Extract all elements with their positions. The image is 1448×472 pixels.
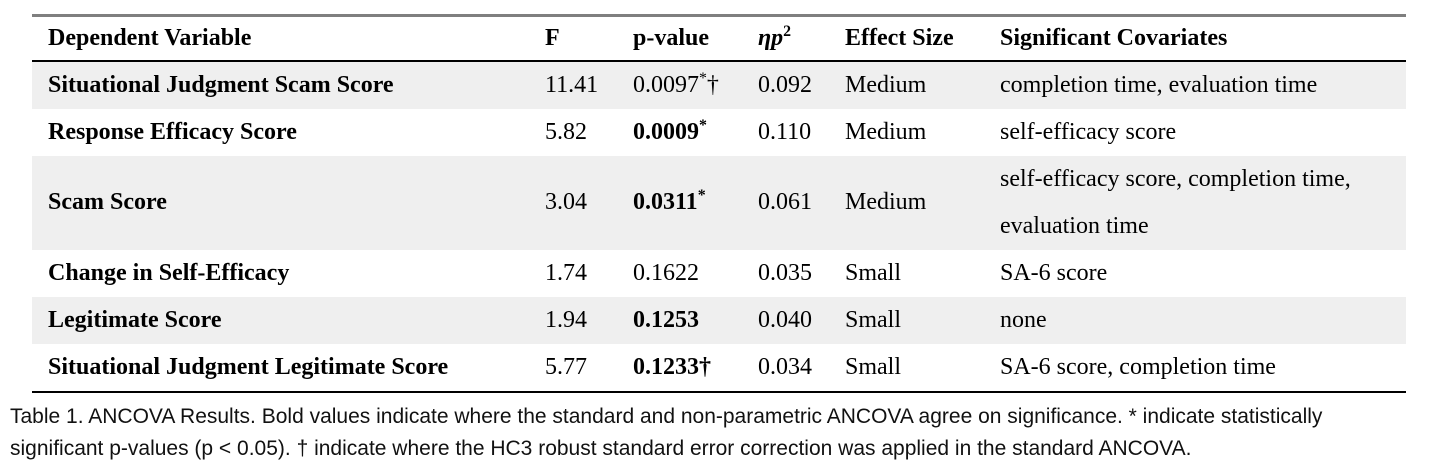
ancova-results-table: Dependent Variable F p-value ηp2 Effect … [32,14,1406,393]
cell-p-value: 0.1622 [633,250,758,297]
table-row: Situational Judgment Legitimate Score 5.… [32,344,1406,392]
caption-line-1: Table 1. ANCOVA Results. Bold values ind… [10,405,1323,428]
p-value-group: 0.0097*† [633,69,719,98]
table-row: Scam Score 3.04 0.0311* 0.061 Medium sel… [32,155,1406,250]
cell-eta-squared: 0.034 [758,353,812,380]
cell-f: 1.94 [545,306,587,333]
col-header-f: F [545,15,633,62]
p-value-group: 0.1253 [633,307,699,333]
col-header-significant-covariates: Significant Covariates [1000,15,1406,62]
p-value-number: 0.0097 [633,71,699,98]
cell-effect-size: Medium [845,71,927,98]
cell-f: 1.74 [545,259,587,286]
table-header: Dependent Variable F p-value ηp2 Effect … [32,15,1406,62]
cell-eta-squared: 0.110 [758,118,812,145]
significance-star: * [697,187,706,204]
col-header-eta-squared: ηp2 [758,15,845,62]
cell-f: 5.77 [545,353,587,380]
cell-dependent-variable: Change in Self-Efficacy [48,259,290,286]
cell-effect-size: Small [845,306,902,333]
cell-eta-squared: 0.092 [758,71,812,98]
cell-eta-squared: 0.040 [758,306,812,333]
cell-covariates: self-efficacy score [1000,118,1177,145]
hc3-dagger: † [706,71,719,98]
table-body: Situational Judgment Scam Score 11.41 0.… [32,60,1406,392]
cell-dependent-variable: Response Efficacy Score [48,118,297,145]
cell-eta-squared: 0.035 [758,259,812,286]
eta-p-exponent: 2 [783,22,792,40]
cell-effect-size: Medium [845,118,927,145]
p-value-group: 0.0311* [633,187,706,215]
significance-star: * [699,116,707,134]
p-value-number: 0.0311 [633,189,698,215]
cell-covariates: SA-6 score [1000,259,1108,286]
col-header-p-value: p-value [633,15,758,62]
significance-star: * [699,69,707,87]
p-value-number: 0.1622 [633,259,699,286]
cell-dependent-variable: Scam Score [48,189,167,215]
col-header-effect-size: Effect Size [845,15,1000,62]
ancova-results-table-container: Dependent Variable F p-value ηp2 Effect … [32,14,1406,393]
table-row: Response Efficacy Score 5.82 0.0009* 0.1… [32,109,1406,156]
cell-covariates: SA-6 score, completion time [1000,353,1276,380]
cell-covariates: self-efficacy score, completion time, ev… [1000,165,1351,239]
cell-p-value: 0.0097*† [633,61,758,109]
p-value-group: 0.1233† [633,354,711,380]
cell-p-value: 0.0311* [633,156,758,250]
eta-p-symbol: ηp [758,24,784,51]
col-header-dependent-variable: Dependent Variable [32,15,545,62]
cell-effect-size: Small [845,353,902,380]
cell-p-value: 0.1253 [633,297,758,344]
table-caption: Table 1. ANCOVA Results. Bold values ind… [10,401,1444,465]
cell-dependent-variable: Legitimate Score [48,306,222,333]
cell-effect-size: Medium [845,189,927,215]
p-value-group: 0.1622 [633,260,699,286]
cell-f: 5.82 [545,118,587,145]
table-row: Change in Self-Efficacy 1.74 0.1622 0.03… [32,250,1406,297]
table-row: Legitimate Score 1.94 0.1253 0.040 Small… [32,296,1406,344]
cell-dependent-variable: Situational Judgment Legitimate Score [48,353,449,380]
hc3-dagger: † [699,353,711,380]
cell-p-value: 0.0009* [633,109,758,156]
cell-covariates: none [1000,306,1047,333]
cell-f: 11.41 [545,71,599,98]
p-value-number: 0.1233 [633,353,699,380]
p-value-group: 0.0009* [633,116,707,145]
cell-covariates: completion time, evaluation time [1000,71,1318,98]
p-value-number: 0.0009 [633,118,699,145]
cell-dependent-variable: Situational Judgment Scam Score [48,71,394,98]
cell-effect-size: Small [845,259,902,286]
table-row: Situational Judgment Scam Score 11.41 0.… [32,60,1406,109]
caption-line-2: significant p-values (p < 0.05). † indic… [10,437,1192,460]
header-row: Dependent Variable F p-value ηp2 Effect … [32,15,1406,62]
p-value-number: 0.1253 [633,306,699,333]
cell-f: 3.04 [545,189,587,215]
cell-eta-squared: 0.061 [758,189,812,215]
cell-p-value: 0.1233† [633,344,758,392]
